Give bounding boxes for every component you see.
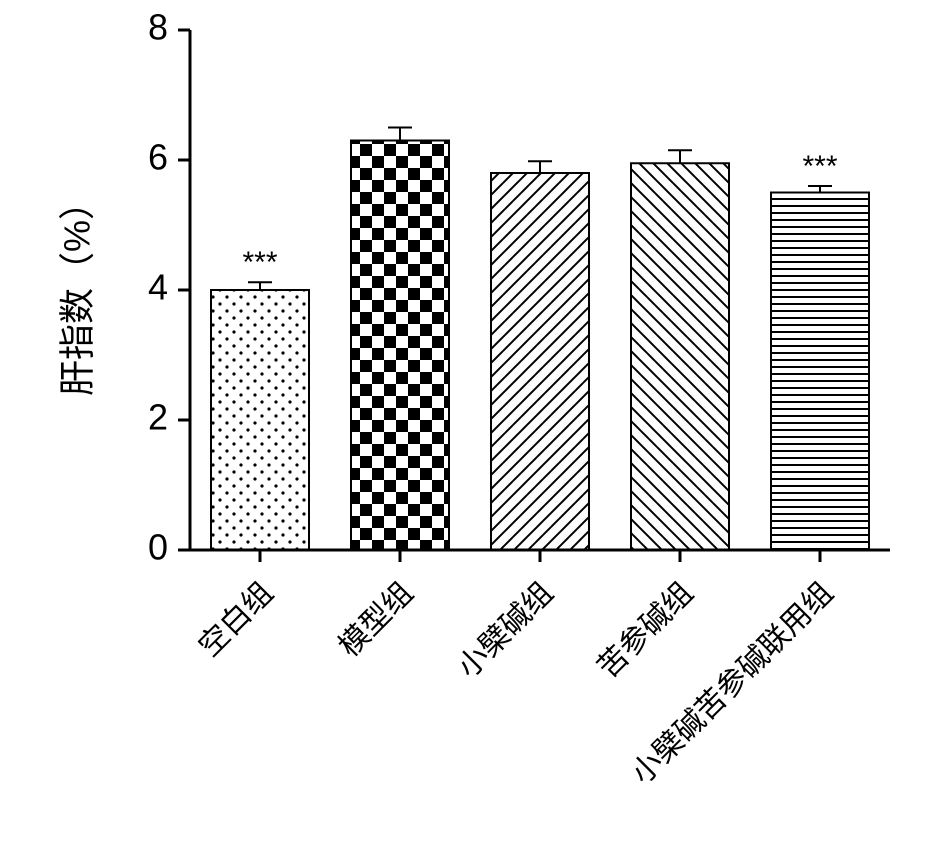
x-tick-label: 空白组 <box>193 576 280 663</box>
chart-svg: 02468肝指数（%）***空白组模型组小檗碱组苦参碱组***小檗碱苦参碱联用组 <box>0 0 934 848</box>
x-tick-label: 小檗碱组 <box>451 576 559 684</box>
y-tick-label: 8 <box>148 7 168 48</box>
bar <box>491 173 589 550</box>
y-tick-label: 0 <box>148 527 168 568</box>
bar <box>631 163 729 550</box>
y-tick-label: 2 <box>148 397 168 438</box>
y-axis-label: 肝指数（%） <box>57 184 98 396</box>
y-tick-label: 4 <box>148 267 168 308</box>
bar <box>771 193 869 551</box>
x-tick-label: 模型组 <box>333 576 420 663</box>
x-tick-label: 苦参碱组 <box>591 576 699 684</box>
y-tick-label: 6 <box>148 137 168 178</box>
bar <box>211 290 309 550</box>
liver-index-bar-chart: 02468肝指数（%）***空白组模型组小檗碱组苦参碱组***小檗碱苦参碱联用组 <box>0 0 934 848</box>
significance-annotation: *** <box>802 150 837 183</box>
significance-annotation: *** <box>242 246 277 279</box>
bar <box>351 141 449 551</box>
